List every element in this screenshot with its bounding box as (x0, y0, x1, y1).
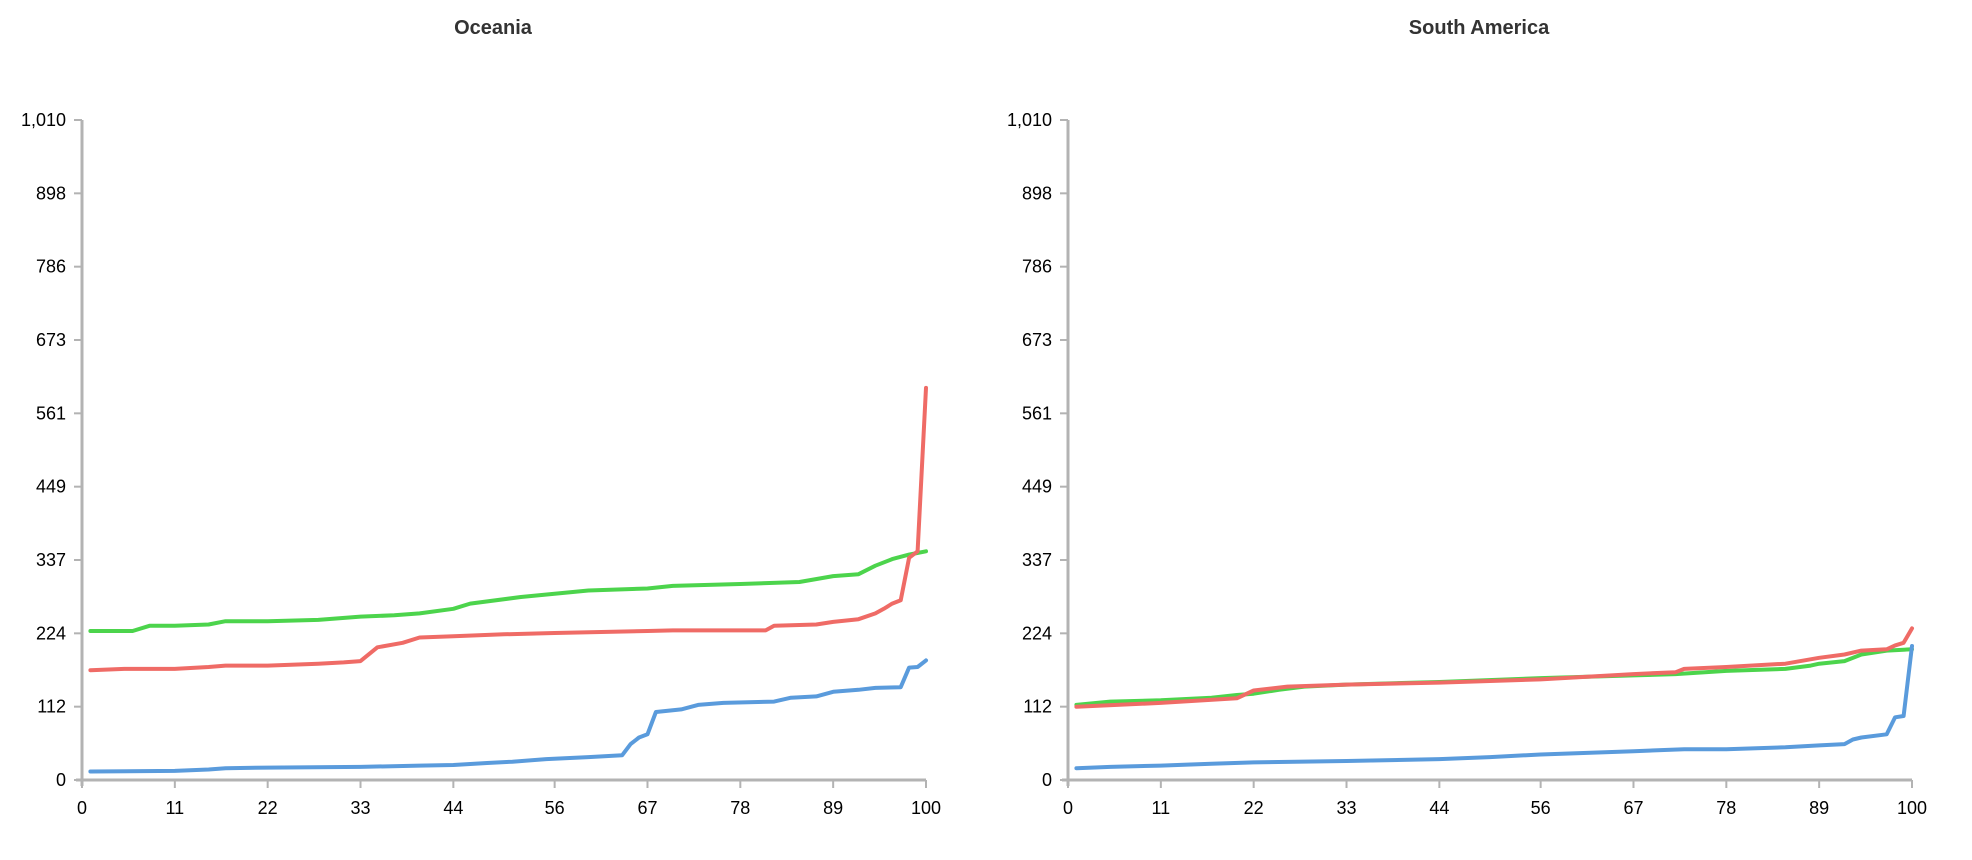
x-tick-label: 56 (545, 798, 565, 818)
y-tick-label: 337 (36, 550, 66, 570)
x-tick-label: 11 (1151, 798, 1170, 818)
series-line-0 (1074, 647, 1914, 707)
x-tick-label: 78 (1716, 798, 1736, 818)
series-line-1 (88, 385, 928, 673)
y-tick-label: 1,010 (1007, 110, 1052, 130)
chart-panel-oceania: Oceania 0 112 224 337 449 561 673 786 898 1,010 0 1… (21, 17, 941, 818)
y-tick-label: 786 (36, 257, 66, 277)
x-tick-label: 33 (351, 798, 371, 818)
x-tick-label: 33 (1337, 798, 1357, 818)
y-tick-label: 449 (1022, 477, 1052, 497)
y-tick-label: 673 (36, 330, 66, 350)
x-tick-label: 100 (1897, 798, 1927, 818)
x-tick-label: 22 (1244, 798, 1264, 818)
line-chart-oceania: 0 112 224 337 449 561 673 786 898 1,010 0 11 22 33 44 5… (21, 110, 941, 818)
x-tick-label: 100 (911, 798, 941, 818)
chart-title: Oceania (454, 17, 532, 39)
y-tick-label: 1,010 (21, 110, 66, 130)
x-tick-label: 11 (165, 798, 184, 818)
y-tick-label: 898 (1022, 183, 1052, 203)
y-tick-label: 0 (1042, 770, 1052, 790)
chart-panel-south-america: South America 0 112 224 337 449 561 673 786 898 1… (986, 0, 1972, 860)
x-tick-label: 78 (730, 798, 750, 818)
series-line-0 (88, 549, 928, 633)
line-chart-south-america: 0 112 224 337 449 561 673 786 898 1,010 0 11 22 33 44 5… (1007, 110, 1927, 818)
x-tick-label: 22 (258, 798, 278, 818)
x-tick-label: 67 (1623, 798, 1643, 818)
y-tick-label: 561 (36, 403, 66, 423)
x-tick-label: 44 (443, 798, 463, 818)
y-tick-label: 449 (36, 477, 66, 497)
series-line-2 (88, 658, 928, 774)
y-tick-label: 224 (36, 623, 66, 643)
y-tick-label: 224 (1022, 623, 1052, 643)
y-tick-label: 112 (1023, 697, 1052, 717)
chart-title: South America (1408, 17, 1550, 39)
x-tick-label: 89 (1809, 798, 1829, 818)
y-tick-label: 898 (36, 183, 66, 203)
y-tick-label: 0 (56, 770, 66, 790)
series-line-2 (1074, 644, 1914, 771)
x-tick-label: 0 (77, 798, 87, 818)
x-tick-label: 44 (1429, 798, 1449, 818)
y-tick-label: 561 (1022, 403, 1052, 423)
y-tick-label: 112 (37, 697, 66, 717)
y-tick-label: 337 (1022, 550, 1052, 570)
x-tick-label: 0 (1063, 798, 1073, 818)
series-line-1 (1074, 626, 1914, 709)
y-tick-label: 786 (1022, 257, 1052, 277)
x-tick-label: 67 (637, 798, 657, 818)
y-tick-label: 673 (1022, 330, 1052, 350)
x-tick-label: 89 (823, 798, 843, 818)
x-tick-label: 56 (1531, 798, 1551, 818)
